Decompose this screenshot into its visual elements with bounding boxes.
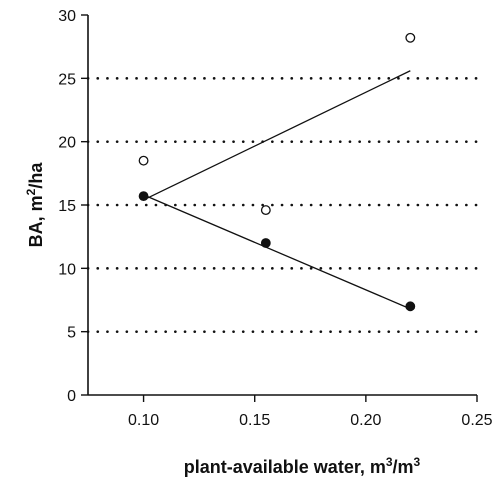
x-tick-label-0.25: 0.25 xyxy=(461,412,492,429)
open-point-1 xyxy=(138,155,149,166)
y-tick-label-30: 30 xyxy=(58,8,76,25)
x-tick-label-0.15: 0.15 xyxy=(239,412,270,429)
y-tick-label-20: 20 xyxy=(58,135,76,152)
x-tick-label-0.10: 0.10 xyxy=(128,412,159,429)
open-point-3 xyxy=(405,32,416,43)
filled-point-2 xyxy=(260,238,271,248)
trend-line-filled-circle xyxy=(143,194,411,310)
filled-point-3 xyxy=(405,301,416,312)
axes xyxy=(81,14,478,402)
filled-point-1 xyxy=(138,191,149,202)
x-tick-label-0.20: 0.20 xyxy=(350,412,381,429)
tick-labels: 0 5 10 15 20 25 30 0.10 0.15 0.20 0.25 xyxy=(58,8,492,429)
y-tick-label-25: 25 xyxy=(58,71,76,88)
y-tick-label-10: 10 xyxy=(58,261,76,278)
data-points xyxy=(138,32,416,312)
gridlines xyxy=(86,77,479,333)
trend-lines xyxy=(143,70,411,310)
open-point-2 xyxy=(260,205,271,216)
x-axis-title: plant-available water, m3/m3 xyxy=(184,455,421,477)
y-tick-label-15: 15 xyxy=(58,198,76,215)
y-tick-label-0: 0 xyxy=(67,388,76,405)
y-tick-label-5: 5 xyxy=(67,325,76,342)
y-axis-title: BA, m2/ha xyxy=(24,162,46,248)
trend-line-open-circle xyxy=(143,70,411,201)
